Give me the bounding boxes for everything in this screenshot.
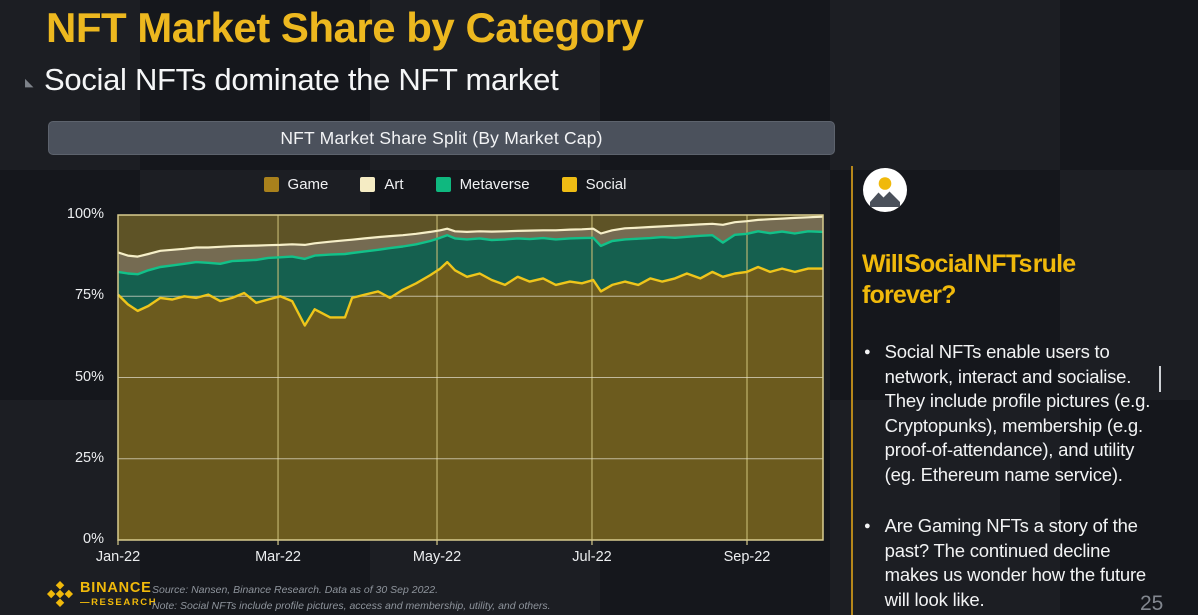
bullet-item-1: ● Social NFTs enable users to network, i… — [864, 340, 1162, 487]
line-metaverse — [117, 230, 824, 276]
source-note-line1: Source: Nansen, Binance Research. Data a… — [152, 584, 439, 596]
x-tick-label: Jul-22 — [572, 549, 612, 565]
line-social — [117, 260, 823, 327]
aside-heading: Will Social NFTs rule forever? — [862, 250, 1076, 309]
brand-block: BINANCE —RESEARCH — [80, 581, 157, 607]
brand-name: BINANCE — [80, 580, 152, 596]
chart-title: NFT Market Share Split (By Market Cap) — [280, 127, 603, 148]
legend-label-social: Social — [585, 175, 627, 193]
legend-swatch-social — [561, 176, 577, 192]
bullet-dot-icon: ● — [864, 346, 871, 358]
chart-legend: Game Art Metaverse Social — [55, 172, 835, 196]
x-tick-label: Jan-22 — [95, 549, 141, 565]
bullet-dot-icon: ● — [864, 520, 871, 532]
panel-divider-line — [851, 166, 853, 615]
page-title: NFT Market Share by Category — [46, 4, 644, 51]
text-cursor — [1159, 366, 1161, 392]
y-tick-label: 0% — [83, 531, 104, 547]
brand-sub: —RESEARCH — [80, 596, 158, 608]
binance-logo-icon — [46, 580, 74, 608]
page-number: 25 — [1140, 592, 1164, 615]
plot-border — [117, 214, 824, 541]
subtitle-marker-icon: ◣ — [25, 77, 34, 89]
area-metaverse — [118, 231, 823, 326]
y-tick-label: 75% — [74, 287, 104, 304]
bullet-list: ● Social NFTs enable users to network, i… — [864, 340, 1162, 615]
market-share-chart — [117, 214, 824, 545]
page-subtitle: Social NFTs dominate the NFT market — [44, 62, 559, 97]
y-tick-label: 100% — [66, 206, 104, 222]
legend-item-art: Art — [360, 175, 404, 193]
legend-swatch-metaverse — [435, 176, 451, 192]
source-note-line2: Note: Social NFTs include profile pictur… — [152, 599, 551, 612]
bullet-text-1: Social NFTs enable users to network, int… — [884, 341, 1151, 485]
legend-label-metaverse: Metaverse — [459, 175, 530, 193]
legend-item-game: Game — [263, 175, 329, 193]
source-note: Source: Nansen, Binance Research. Data a… — [152, 583, 551, 615]
legend-label-art: Art — [384, 175, 404, 193]
person-icon — [863, 168, 907, 212]
legend-item-metaverse: Metaverse — [435, 175, 530, 193]
y-tick-label: 25% — [74, 449, 104, 466]
bullet-item-2: ● Are Gaming NFTs a story of the past? T… — [864, 514, 1162, 612]
area-game — [118, 215, 823, 257]
legend-label-game: Game — [287, 175, 329, 193]
bullet-text-2: Are Gaming NFTs a story of the past? The… — [884, 515, 1147, 610]
x-tick-label: Mar-22 — [255, 549, 301, 565]
legend-swatch-game — [263, 176, 279, 192]
line-art — [117, 215, 824, 258]
y-tick-label: 50% — [74, 368, 104, 385]
x-tick-label: May-22 — [412, 549, 462, 565]
legend-item-social: Social — [561, 175, 627, 193]
area-social — [118, 262, 823, 540]
legend-swatch-art — [360, 176, 376, 192]
area-art — [118, 216, 823, 275]
chart-title-bar: NFT Market Share Split (By Market Cap) — [48, 121, 835, 155]
x-tick-label: Sep-22 — [723, 549, 771, 565]
